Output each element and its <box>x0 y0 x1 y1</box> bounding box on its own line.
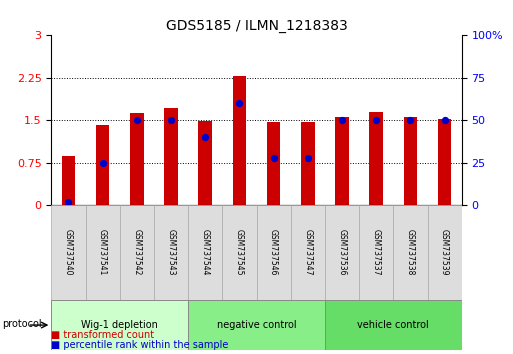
FancyBboxPatch shape <box>427 205 462 299</box>
Text: GSM737542: GSM737542 <box>132 229 141 276</box>
FancyBboxPatch shape <box>86 205 120 299</box>
Text: ■ percentile rank within the sample: ■ percentile rank within the sample <box>51 341 229 350</box>
Text: GSM737540: GSM737540 <box>64 229 73 276</box>
Title: GDS5185 / ILMN_1218383: GDS5185 / ILMN_1218383 <box>166 19 347 33</box>
Text: GSM737539: GSM737539 <box>440 229 449 276</box>
Bar <box>130 113 144 205</box>
Bar <box>232 76 246 205</box>
Text: GSM737544: GSM737544 <box>201 229 210 276</box>
FancyBboxPatch shape <box>393 205 427 299</box>
Text: GSM737541: GSM737541 <box>98 229 107 276</box>
FancyBboxPatch shape <box>325 299 462 350</box>
Point <box>372 118 380 123</box>
Point <box>441 118 449 123</box>
FancyBboxPatch shape <box>120 205 154 299</box>
FancyBboxPatch shape <box>154 205 188 299</box>
Point <box>201 135 209 140</box>
Text: GSM737543: GSM737543 <box>167 229 175 276</box>
Bar <box>199 121 212 205</box>
Bar <box>267 122 281 205</box>
FancyBboxPatch shape <box>291 205 325 299</box>
FancyBboxPatch shape <box>222 205 256 299</box>
Point <box>133 118 141 123</box>
Text: Wig-1 depletion: Wig-1 depletion <box>81 320 158 330</box>
Bar <box>96 125 109 205</box>
Bar <box>164 108 178 205</box>
FancyBboxPatch shape <box>325 205 359 299</box>
Text: GSM737547: GSM737547 <box>303 229 312 276</box>
Point <box>98 160 107 166</box>
Text: ■ transformed count: ■ transformed count <box>51 330 154 340</box>
Text: protocol: protocol <box>3 319 42 329</box>
Bar <box>62 156 75 205</box>
Bar <box>438 119 451 205</box>
FancyBboxPatch shape <box>359 205 393 299</box>
FancyBboxPatch shape <box>188 205 222 299</box>
Point <box>304 155 312 161</box>
Point <box>235 101 244 106</box>
Text: negative control: negative control <box>216 320 297 330</box>
Point <box>64 199 72 205</box>
Text: GSM737537: GSM737537 <box>372 229 381 276</box>
Text: GSM737545: GSM737545 <box>235 229 244 276</box>
Text: vehicle control: vehicle control <box>358 320 429 330</box>
Bar <box>404 117 417 205</box>
FancyBboxPatch shape <box>51 205 86 299</box>
Point <box>406 118 415 123</box>
Bar <box>335 117 349 205</box>
Bar <box>369 113 383 205</box>
Point <box>269 155 278 161</box>
Text: GSM737536: GSM737536 <box>338 229 346 276</box>
FancyBboxPatch shape <box>188 299 325 350</box>
Text: GSM737538: GSM737538 <box>406 229 415 276</box>
FancyBboxPatch shape <box>256 205 291 299</box>
Point <box>167 118 175 123</box>
FancyBboxPatch shape <box>51 299 188 350</box>
Text: GSM737546: GSM737546 <box>269 229 278 276</box>
Bar <box>301 122 314 205</box>
Point <box>338 118 346 123</box>
